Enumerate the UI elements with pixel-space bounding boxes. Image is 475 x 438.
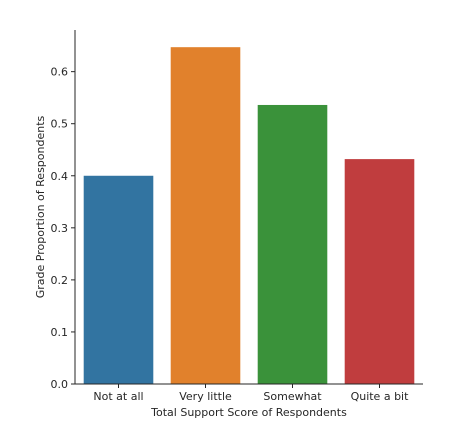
x-tick-label: Very little — [179, 390, 232, 403]
y-axis-label: Grade Proportion of Respondents — [34, 115, 47, 298]
y-tick-label: 0.1 — [51, 326, 69, 339]
y-tick-label: 0.4 — [51, 170, 69, 183]
y-tick-label: 0.2 — [51, 274, 69, 287]
bar-very-little — [170, 47, 241, 384]
bar-somewhat — [257, 104, 328, 384]
x-axis-label: Total Support Score of Respondents — [150, 406, 347, 419]
x-ticks-group: Not at all Very little Somewhat Quite a bit — [93, 384, 409, 403]
y-tick-label: 0.0 — [51, 378, 69, 391]
y-tick-label: 0.6 — [51, 66, 69, 79]
y-tick-label: 0.3 — [51, 222, 69, 235]
x-tick-label: Somewhat — [263, 390, 322, 403]
bar-not-at-all — [83, 175, 154, 384]
y-tick-label: 0.5 — [51, 118, 69, 131]
x-tick-label: Quite a bit — [351, 390, 410, 403]
bar-quite-a-bit — [344, 159, 415, 384]
x-tick-label: Not at all — [93, 390, 143, 403]
bars-group — [83, 47, 415, 384]
y-ticks-group: 0.0 0.1 0.2 0.3 0.4 0.5 0.6 — [51, 66, 75, 391]
